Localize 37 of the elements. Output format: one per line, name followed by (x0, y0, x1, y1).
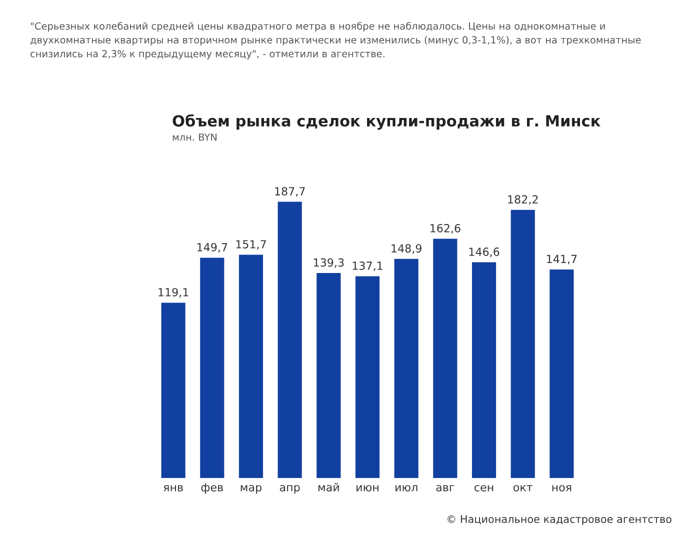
bar (238, 254, 264, 478)
x-tick-label: апр (280, 485, 300, 494)
bar (278, 202, 302, 478)
data-label: 119,1 (158, 288, 188, 298)
data-label: 137,1 (352, 262, 382, 272)
bar (510, 210, 535, 478)
bar (394, 258, 418, 478)
x-tick-label: июн (356, 485, 378, 492)
data-label: 182,2 (508, 195, 538, 205)
bar (161, 302, 186, 478)
x-tick-label: авг (436, 485, 454, 492)
x-tick-label: ноя (552, 485, 572, 492)
x-tick-label: май (318, 482, 339, 492)
x-tick-label: сен (474, 485, 494, 492)
text: © Национальное кадастровое агентство (448, 515, 672, 526)
bar (433, 238, 458, 478)
x-tick-label: июл (396, 485, 418, 492)
data-label: 149,7 (197, 243, 228, 253)
data-label: 139,3 (314, 258, 344, 268)
chart-subtitle: млн. BYN (172, 134, 216, 141)
data-label: 146,6 (469, 248, 500, 258)
x-tick-label: янв (164, 485, 183, 492)
bar (355, 276, 380, 478)
chart-title: Объем рынка сделок купли-продажи в г. Минск (172, 114, 600, 130)
x-tick-label: мар (240, 485, 262, 494)
x-tick-label: окт (513, 485, 533, 492)
data-label: 141,7 (547, 254, 577, 264)
data-label: 148,9 (392, 244, 422, 254)
data-label: 187,7 (275, 187, 305, 197)
bar (550, 269, 574, 478)
data-label: 151,7 (236, 240, 266, 250)
text: "Серьезных колебаний средней цены квадратного метра в ноябре не наблюдалось. Цены на однокомнатные и двухкомнатные квартиры на вторичном рынке практически не изменились (минус 0,3-1,1%), а вот на трехкомнатные снизились на 2,3% к предыдущему месяцу", - отметили в агентстве. (30, 22, 641, 60)
bar (200, 258, 224, 478)
bar (316, 273, 341, 478)
bar (472, 262, 496, 478)
x-tick-label: фев (201, 483, 223, 494)
data-label: 162,6 (430, 224, 460, 234)
